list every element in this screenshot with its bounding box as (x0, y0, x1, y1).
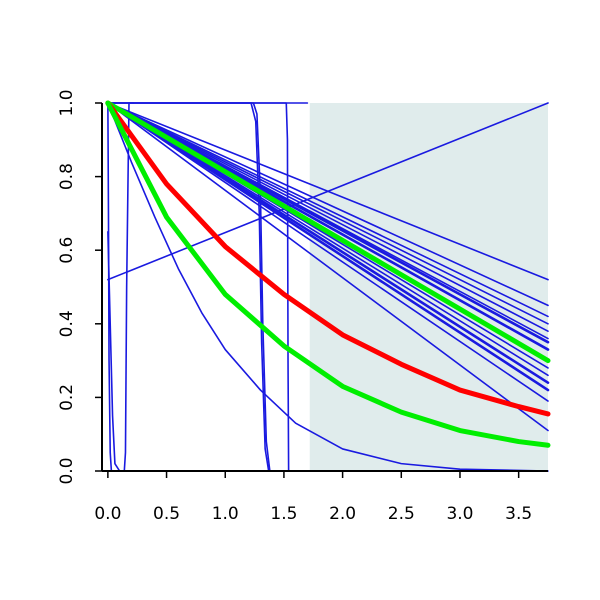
y-tick-label: 0.4 (57, 310, 77, 337)
y-tick-label: 0.8 (57, 163, 77, 190)
series-line-1 (107, 102, 549, 472)
x-tick-label: 0.5 (153, 504, 180, 524)
x-tick-label: 1.5 (270, 504, 297, 524)
series-line-16 (107, 102, 549, 432)
y-tick-label: 0.2 (57, 384, 77, 411)
x-tick-label: 0.0 (94, 504, 121, 524)
series-line-6 (107, 102, 549, 332)
y-tick-label: 0.0 (57, 457, 77, 484)
y-axis-ticks: 0.0 0.2 0.4 0.6 0.8 1.0 (57, 89, 102, 485)
series-line-24 (105, 100, 551, 364)
x-tick-label: 2.5 (388, 504, 415, 524)
shaded-region (309, 103, 548, 471)
axes: 0.0 0.5 1.0 1.5 2.0 2.5 3.0 3.5 0.0 0.2 0.4 0.6 0.8… (57, 89, 548, 524)
series-line-15 (107, 102, 549, 402)
series-line-2 (107, 102, 549, 281)
x-tick-label: 3.0 (446, 504, 473, 524)
series-line-25 (105, 100, 551, 417)
series-line-4 (107, 102, 549, 318)
y-tick-label: 0.6 (57, 237, 77, 264)
series-line-3 (107, 102, 549, 307)
y-tick-label: 1.0 (57, 89, 77, 116)
series-line-20 (107, 102, 276, 472)
x-tick-label: 1.0 (212, 504, 239, 524)
series-line-19 (118, 102, 135, 472)
series-line-26 (105, 100, 551, 448)
series-line-14 (106, 101, 550, 392)
series-line-5 (107, 102, 549, 325)
x-axis-ticks: 0.0 0.5 1.0 1.5 2.0 2.5 3.0 3.5 (94, 471, 532, 524)
plot-area (105, 100, 551, 472)
series-line-18 (107, 231, 121, 472)
x-tick-label: 3.5 (505, 504, 532, 524)
x-tick-label: 2.0 (329, 504, 356, 524)
